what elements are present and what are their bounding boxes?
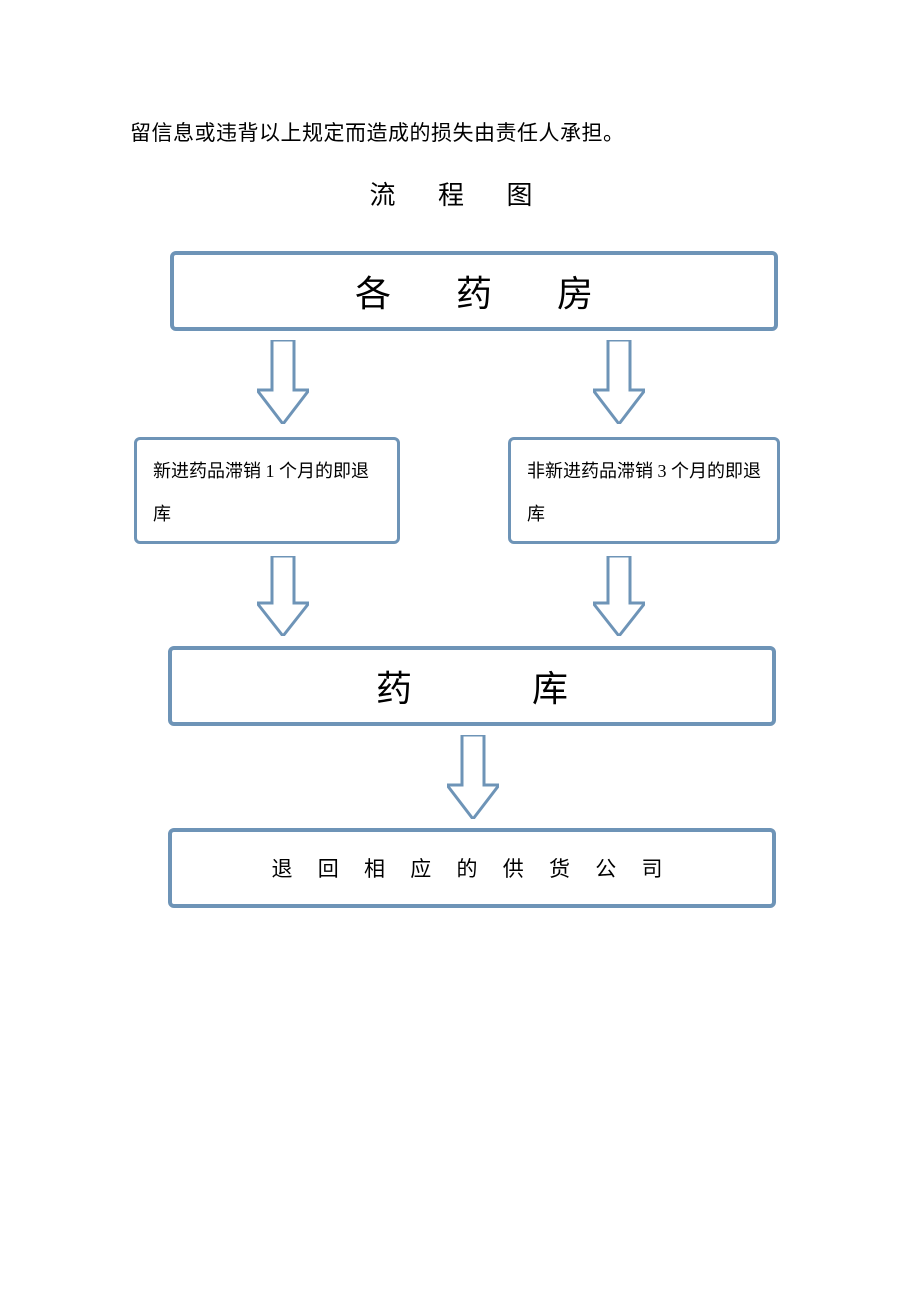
arrow-icon [257, 340, 309, 429]
arrow-icon [593, 556, 645, 641]
intro-paragraph: 留信息或违背以上规定而造成的损失由责任人承担。 [130, 117, 625, 147]
node-non-new-drugs-label: 非新进药品滞销 3 个月的即退库 [527, 450, 761, 536]
node-new-drugs-label: 新进药品滞销 1 个月的即退库 [153, 450, 381, 536]
arrow-icon [593, 340, 645, 429]
node-non-new-drugs: 非新进药品滞销 3 个月的即退库 [508, 437, 780, 544]
arrow-icon [447, 735, 499, 824]
page: 留信息或违背以上规定而造成的损失由责任人承担。 流 程 图 各 药 房 新进药品… [0, 0, 920, 1302]
arrow-icon [257, 556, 309, 641]
node-pharmacies-label: 各 药 房 [327, 265, 621, 317]
diagram-title: 流 程 图 [0, 175, 920, 212]
node-warehouse: 药库 [168, 646, 776, 726]
node-supplier: 退 回 相 应 的 供 货 公 司 [168, 828, 776, 908]
node-warehouse-label: 药库 [256, 660, 688, 712]
node-pharmacies: 各 药 房 [170, 251, 778, 331]
node-new-drugs: 新进药品滞销 1 个月的即退库 [134, 437, 400, 544]
node-supplier-label: 退 回 相 应 的 供 货 公 司 [272, 853, 673, 883]
